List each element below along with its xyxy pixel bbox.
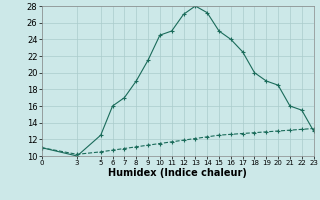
X-axis label: Humidex (Indice chaleur): Humidex (Indice chaleur) [108, 168, 247, 178]
